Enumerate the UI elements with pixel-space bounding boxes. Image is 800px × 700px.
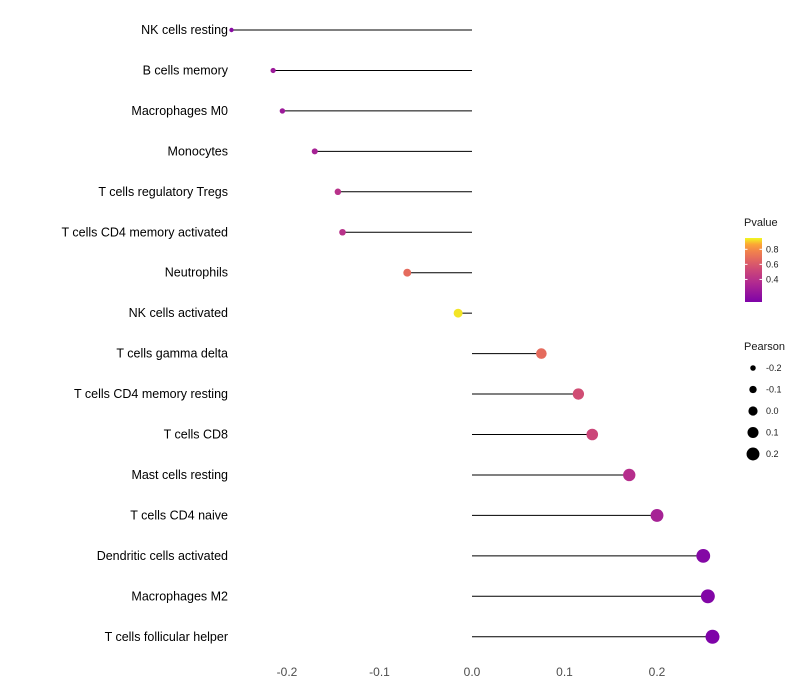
pvalue-tick-label: 0.6 xyxy=(766,259,779,269)
category-label: T cells CD4 naive xyxy=(130,508,228,522)
pearson-size-label: 0.1 xyxy=(766,428,779,438)
pearson-size-dot xyxy=(750,365,756,371)
lollipop-dot xyxy=(572,388,585,400)
lollipop-dot xyxy=(536,348,547,359)
pearson-size-dot xyxy=(747,426,759,439)
pearson-size-dot xyxy=(748,406,758,416)
x-tick-label: -0.1 xyxy=(369,665,390,679)
pearson-size-label: 0.2 xyxy=(766,449,779,459)
pearson-size-label: -0.2 xyxy=(766,363,782,373)
lollipop-dot xyxy=(270,67,276,74)
category-label: Monocytes xyxy=(168,144,228,158)
category-label: B cells memory xyxy=(143,63,229,77)
lollipop-dot xyxy=(453,308,463,318)
lollipop-dot xyxy=(334,188,342,196)
category-label: T cells gamma delta xyxy=(116,347,228,361)
lollipop-dot xyxy=(339,228,346,236)
category-label: T cells CD8 xyxy=(164,428,228,442)
category-label: Mast cells resting xyxy=(131,468,228,482)
x-tick-label: 0.0 xyxy=(464,665,481,679)
x-tick-label: 0.1 xyxy=(556,665,573,679)
pvalue-colorbar xyxy=(745,238,762,302)
category-label: T cells regulatory Tregs xyxy=(98,185,228,199)
lollipop-dot xyxy=(696,548,711,563)
category-label: NK cells resting xyxy=(141,23,228,37)
category-label: NK cells activated xyxy=(129,306,228,320)
pvalue-tick-label: 0.8 xyxy=(766,244,779,254)
category-label: T cells follicular helper xyxy=(105,630,228,644)
lollipop-dot xyxy=(650,508,664,522)
lollipop-dot xyxy=(403,268,412,277)
category-label: Dendritic cells activated xyxy=(97,549,228,563)
category-label: T cells CD4 memory activated xyxy=(62,225,229,239)
lollipop-dot xyxy=(586,428,599,441)
pearson-size-dot xyxy=(746,447,760,461)
pearson-size-label: -0.1 xyxy=(766,385,782,395)
category-label: Neutrophils xyxy=(165,266,228,280)
lollipop-dot xyxy=(279,108,286,114)
category-label: Macrophages M0 xyxy=(131,104,228,118)
pvalue-legend-title: Pvalue xyxy=(744,217,778,229)
pearson-size-dot xyxy=(749,385,757,394)
lollipop-dot xyxy=(623,468,636,482)
lollipop-dot xyxy=(229,27,234,33)
lollipop-dot xyxy=(705,629,720,644)
category-label: Macrophages M2 xyxy=(131,589,228,603)
pearson-legend-title: Pearson xyxy=(744,341,785,353)
pvalue-tick-label: 0.4 xyxy=(766,274,779,284)
lollipop-dot xyxy=(311,148,318,155)
x-tick-label: 0.2 xyxy=(649,665,666,679)
category-label: T cells CD4 memory resting xyxy=(74,387,228,401)
pearson-size-label: 0.0 xyxy=(766,406,779,416)
lollipop-dot xyxy=(700,589,715,604)
x-tick-label: -0.2 xyxy=(277,665,298,679)
